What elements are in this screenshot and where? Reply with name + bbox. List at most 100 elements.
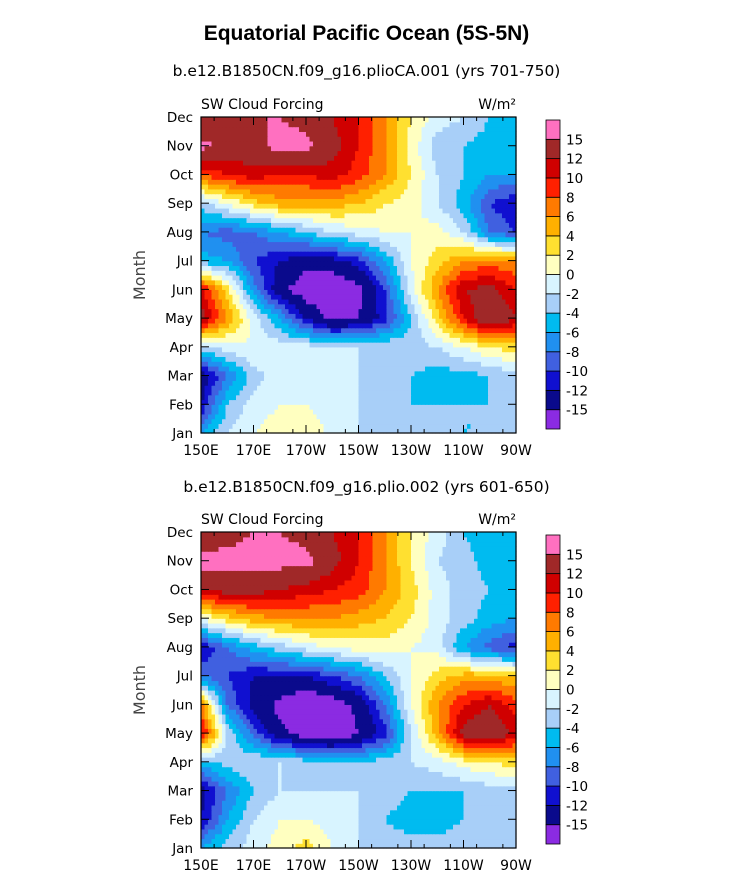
heatmap-cell <box>404 298 409 305</box>
heatmap-cell <box>477 236 482 243</box>
heatmap-cell <box>460 409 465 415</box>
heatmap-cell <box>376 365 381 372</box>
heatmap-cell <box>232 346 237 353</box>
heatmap-cell <box>397 275 402 281</box>
heatmap-cell <box>509 174 514 180</box>
heatmap-cell <box>260 327 265 334</box>
heatmap-cell <box>253 260 258 267</box>
heatmap-cell <box>320 174 325 180</box>
heatmap-cell <box>421 246 426 252</box>
heatmap-cell <box>509 212 514 219</box>
heatmap-cell <box>274 346 279 353</box>
heatmap-cell <box>358 356 363 362</box>
heatmap-cell <box>502 231 507 238</box>
heatmap-cell <box>481 327 486 334</box>
heatmap-cell <box>327 394 332 401</box>
heatmap-cell <box>253 179 258 185</box>
heatmap-cell <box>372 275 377 281</box>
heatmap-cell <box>215 179 220 185</box>
heatmap-cell <box>495 289 500 295</box>
heatmap-cell <box>463 327 468 334</box>
heatmap-cell <box>236 313 241 319</box>
heatmap-cell <box>215 370 220 377</box>
heatmap-cell <box>355 365 360 372</box>
heatmap-cell <box>400 241 405 247</box>
heatmap-cell <box>246 337 251 343</box>
heatmap-cell <box>208 337 213 343</box>
heatmap-cell <box>425 385 430 391</box>
heatmap-cell <box>274 275 279 281</box>
heatmap-cell <box>393 212 398 219</box>
heatmap-cell <box>418 385 423 391</box>
heatmap-cell <box>295 284 300 290</box>
heatmap-cell <box>232 318 237 324</box>
heatmap-cell <box>292 231 297 238</box>
heatmap-cell <box>495 418 500 425</box>
heatmap-cell <box>421 284 426 290</box>
heatmap-cell <box>267 227 272 233</box>
heatmap-cell <box>404 356 409 362</box>
heatmap-cell <box>204 203 209 209</box>
heatmap-cell <box>299 346 304 353</box>
heatmap-cell <box>222 370 227 377</box>
heatmap-cell <box>281 212 286 219</box>
heatmap-cell <box>232 385 237 391</box>
heatmap-cell <box>365 385 370 391</box>
heatmap-cell <box>453 351 458 357</box>
heatmap-cell <box>411 337 416 343</box>
heatmap-cell <box>334 284 339 290</box>
heatmap-cell <box>201 351 206 357</box>
heatmap-cell <box>512 375 517 381</box>
heatmap-cell <box>295 361 300 367</box>
heatmap-cell <box>225 198 230 204</box>
heatmap-cell <box>456 361 461 367</box>
heatmap-cell <box>491 337 496 343</box>
heatmap-cell <box>488 327 493 334</box>
heatmap-cell <box>243 193 248 199</box>
heatmap-cell <box>271 423 276 429</box>
heatmap-cell <box>211 260 216 267</box>
heatmap-cell <box>309 351 314 357</box>
heatmap-cell <box>344 203 349 209</box>
heatmap-cell <box>323 227 328 233</box>
heatmap-cell <box>271 404 276 410</box>
heatmap-cell <box>239 270 244 276</box>
heatmap-cell <box>327 260 332 267</box>
heatmap-cell <box>418 322 423 329</box>
heatmap-cell <box>393 389 398 396</box>
heatmap-cell <box>316 351 321 357</box>
heatmap-cell <box>372 198 377 204</box>
heatmap-cell <box>253 322 258 329</box>
heatmap-cell <box>362 289 367 295</box>
heatmap-cell <box>201 236 206 243</box>
heatmap-cell <box>498 375 503 381</box>
heatmap-cell <box>271 327 276 334</box>
heatmap-cell <box>302 303 307 310</box>
heatmap-cell <box>463 308 468 314</box>
heatmap-cell <box>292 394 297 401</box>
heatmap-cell <box>453 365 458 372</box>
heatmap-cell <box>372 337 377 343</box>
heatmap-cell <box>232 428 237 434</box>
heatmap-cell <box>491 318 496 324</box>
heatmap-cell <box>393 198 398 204</box>
heatmap-cell <box>425 365 430 372</box>
heatmap-cell <box>442 399 447 405</box>
heatmap-cell <box>208 313 213 319</box>
heatmap-cell <box>211 265 216 271</box>
heatmap-cell <box>204 169 209 176</box>
heatmap-cell <box>267 394 272 401</box>
heatmap-cell <box>257 169 262 176</box>
heatmap-cell <box>250 351 255 357</box>
heatmap-cell <box>341 203 346 209</box>
heatmap-cell <box>222 356 227 362</box>
heatmap-cell <box>218 284 223 290</box>
heatmap-cell <box>456 423 461 429</box>
heatmap-cell <box>278 318 283 324</box>
heatmap-cell <box>393 217 398 223</box>
heatmap-cell <box>257 236 262 243</box>
heatmap-cell <box>355 188 360 195</box>
heatmap-cell <box>376 413 381 420</box>
heatmap-cell <box>439 308 444 314</box>
heatmap-cell <box>474 385 479 391</box>
